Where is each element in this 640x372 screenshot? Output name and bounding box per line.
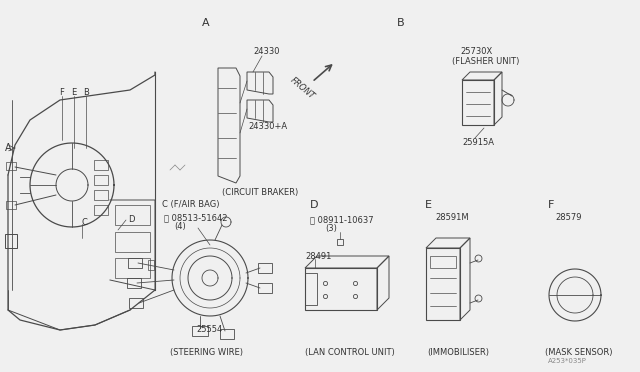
Bar <box>258 263 272 273</box>
Bar <box>5 234 17 248</box>
Bar <box>127 278 141 288</box>
Text: A: A <box>202 18 210 28</box>
Text: A253*035P: A253*035P <box>548 358 587 364</box>
Text: D: D <box>310 200 319 210</box>
Bar <box>128 258 142 268</box>
Bar <box>6 162 16 170</box>
Text: Ⓢ 08513-51642: Ⓢ 08513-51642 <box>164 213 227 222</box>
Bar <box>430 256 456 268</box>
Bar <box>305 268 377 310</box>
Text: F: F <box>548 200 554 210</box>
Text: B: B <box>83 88 89 97</box>
Bar <box>115 232 150 252</box>
Text: 24330: 24330 <box>253 47 280 56</box>
Bar <box>220 329 234 339</box>
Bar <box>94 190 108 200</box>
Bar <box>462 80 494 125</box>
Bar <box>129 298 143 308</box>
Bar <box>192 326 208 336</box>
Text: Ⓝ 08911-10637: Ⓝ 08911-10637 <box>310 215 374 224</box>
Text: 25730X: 25730X <box>460 47 492 56</box>
Text: F: F <box>60 88 65 97</box>
Text: (CIRCUIT BRAKER): (CIRCUIT BRAKER) <box>222 188 298 197</box>
Bar <box>94 160 108 170</box>
Text: A: A <box>5 143 12 153</box>
Text: 24330+A: 24330+A <box>248 122 287 131</box>
Text: (LAN CONTROL UNIT): (LAN CONTROL UNIT) <box>305 348 395 357</box>
Text: 28491: 28491 <box>305 252 332 261</box>
Bar <box>305 273 317 305</box>
Text: D: D <box>128 215 134 224</box>
Text: E: E <box>425 200 432 210</box>
Text: (MASK SENSOR): (MASK SENSOR) <box>545 348 612 357</box>
Text: B: B <box>397 18 404 28</box>
Bar <box>115 258 150 278</box>
Text: 28579: 28579 <box>555 213 582 222</box>
Bar <box>337 239 343 245</box>
Text: 25554: 25554 <box>197 325 223 334</box>
Text: 28591M: 28591M <box>435 213 468 222</box>
Text: FRONT: FRONT <box>288 75 316 101</box>
Bar <box>258 283 272 293</box>
Text: C (F/AIR BAG): C (F/AIR BAG) <box>162 200 220 209</box>
Text: (4): (4) <box>174 222 186 231</box>
Text: (3): (3) <box>325 224 337 233</box>
Text: C: C <box>82 218 88 227</box>
Bar <box>6 201 16 209</box>
Bar <box>148 260 154 270</box>
Text: (STEERING WIRE): (STEERING WIRE) <box>170 348 243 357</box>
Bar <box>94 205 108 215</box>
Bar <box>115 205 150 225</box>
Bar <box>426 248 460 320</box>
Text: 25915A: 25915A <box>462 138 494 147</box>
Text: (FLASHER UNIT): (FLASHER UNIT) <box>452 57 520 66</box>
Text: (IMMOBILISER): (IMMOBILISER) <box>427 348 489 357</box>
Text: E: E <box>72 88 77 97</box>
Bar <box>94 175 108 185</box>
